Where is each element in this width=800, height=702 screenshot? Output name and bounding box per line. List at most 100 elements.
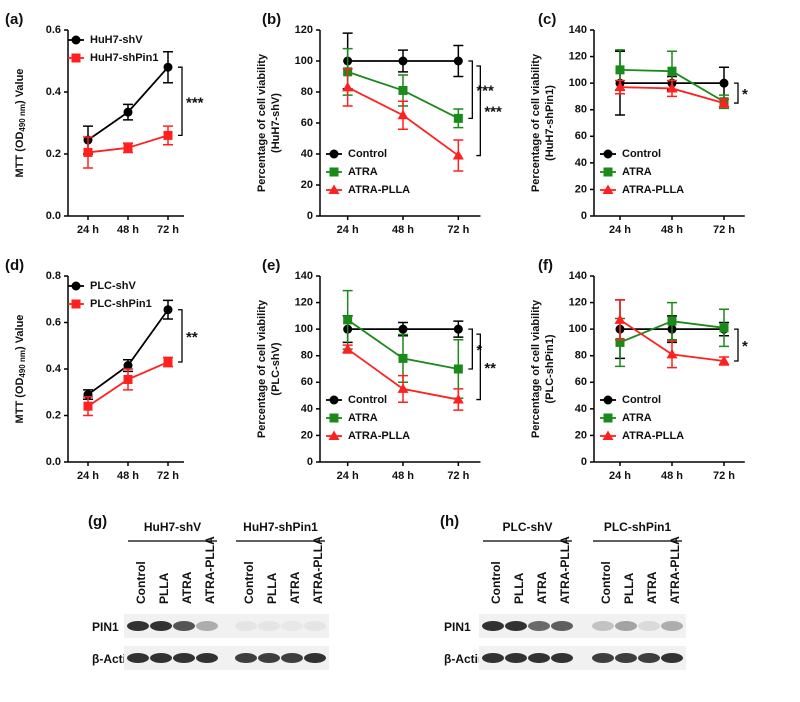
band: [235, 621, 257, 631]
marker: [163, 305, 173, 315]
y-label-sub: 490 nm: [18, 104, 27, 132]
y-axis-label: (HuH7-shPin1): [544, 85, 556, 161]
legend-label: ATRA: [622, 412, 652, 424]
y-tick-label: 40: [301, 403, 313, 415]
panel-label: (a): [5, 11, 23, 28]
y-label-sub: 490 nm: [18, 350, 27, 378]
marker: [342, 81, 354, 92]
marker: [719, 323, 729, 333]
lane-label: ATRA: [645, 571, 659, 604]
x-tick-label: 48 h: [661, 470, 683, 482]
legend-marker: [329, 413, 339, 423]
panel-label: (h): [440, 513, 459, 530]
marker: [453, 324, 463, 334]
band: [615, 653, 637, 663]
y-tick-label: 0.6: [46, 24, 61, 36]
marker: [718, 97, 730, 108]
group-label: PLC-shPin1: [604, 520, 672, 534]
band: [258, 653, 280, 663]
band: [150, 621, 172, 631]
lane-label: Control: [242, 561, 256, 604]
band: [173, 653, 195, 663]
y-tick-label: 60: [575, 130, 587, 142]
y-tick-label: 60: [575, 376, 587, 388]
x-tick-label: 72 h: [447, 470, 469, 482]
y-tick-label: 20: [301, 179, 313, 191]
panel-label: (d): [5, 257, 24, 274]
bracket: [476, 65, 481, 157]
band: [304, 653, 326, 663]
lane-label: PLLA: [622, 572, 636, 604]
legend-label: Control: [622, 394, 661, 406]
group-label: HuH7-shV: [144, 520, 201, 534]
band: [281, 653, 303, 663]
band: [592, 653, 614, 663]
band: [482, 621, 504, 631]
legend-marker: [329, 395, 339, 405]
band: [592, 621, 614, 631]
band: [196, 621, 218, 631]
y-axis-label: (PLC-shV): [270, 342, 282, 396]
band: [551, 653, 573, 663]
y-tick-label: 140: [295, 270, 313, 282]
y-tick-label: 0.0: [46, 456, 61, 468]
lane-label: PLLA: [265, 572, 279, 604]
x-tick-label: 72 h: [447, 224, 469, 236]
legend-label: PLC-shPin1: [90, 298, 152, 310]
legend-marker: [71, 53, 81, 63]
marker: [666, 82, 678, 93]
y-tick-label: 140: [569, 24, 587, 36]
marker: [397, 109, 409, 120]
legend-marker: [602, 184, 614, 194]
y-label-tail: ) Value: [14, 315, 26, 350]
x-tick-label: 72 h: [713, 224, 735, 236]
y-axis-label: MTT (OD490 nm) Value: [14, 315, 27, 424]
legend-marker: [71, 35, 81, 45]
marker: [453, 56, 463, 66]
row-label: PIN1: [444, 620, 471, 634]
legend-marker: [329, 167, 339, 177]
marker: [667, 316, 677, 326]
y-axis-label: Percentage of cell viability: [256, 53, 268, 192]
bracket: [178, 66, 183, 137]
annotation: ***: [484, 104, 502, 121]
y-tick-label: 80: [575, 104, 587, 116]
panel-label: (f): [538, 257, 553, 274]
row-label: PIN1: [92, 620, 119, 634]
annotation: *: [476, 342, 482, 359]
legend-marker: [603, 167, 613, 177]
marker: [452, 150, 464, 160]
x-tick-label: 48 h: [117, 470, 139, 482]
marker: [719, 78, 729, 88]
marker: [83, 147, 93, 157]
marker: [163, 130, 173, 140]
y-label-tail: ) Value: [14, 69, 26, 104]
row-label: β-Actin: [92, 652, 133, 666]
band: [150, 653, 172, 663]
chart: (a) 0.0 0.2 0.4 0.6 MTT (OD490 nm) Value 24 h 4…: [5, 11, 204, 236]
x-tick-label: 24 h: [609, 470, 631, 482]
bracket: [468, 60, 473, 119]
y-tick-label: 0.4: [46, 363, 62, 375]
band: [638, 653, 660, 663]
y-tick-label: 60: [301, 376, 313, 388]
x-tick-label: 48 h: [392, 224, 414, 236]
marker: [163, 357, 173, 367]
legend-label: ATRA: [348, 166, 378, 178]
x-tick-label: 72 h: [713, 470, 735, 482]
annotation: **: [484, 360, 496, 377]
annotation: **: [186, 329, 198, 346]
marker: [452, 394, 464, 404]
y-tick-label: 120: [295, 24, 313, 36]
band: [661, 653, 683, 663]
legend-label: ATRA-PLLA: [348, 430, 410, 442]
bracket: [178, 309, 183, 363]
marker: [398, 324, 408, 334]
y-tick-label: 80: [575, 350, 587, 362]
lane-label: Control: [599, 561, 613, 604]
y-tick-label: 100: [569, 323, 587, 335]
bracket: [468, 328, 473, 370]
legend-marker: [328, 430, 340, 440]
band: [661, 621, 683, 631]
